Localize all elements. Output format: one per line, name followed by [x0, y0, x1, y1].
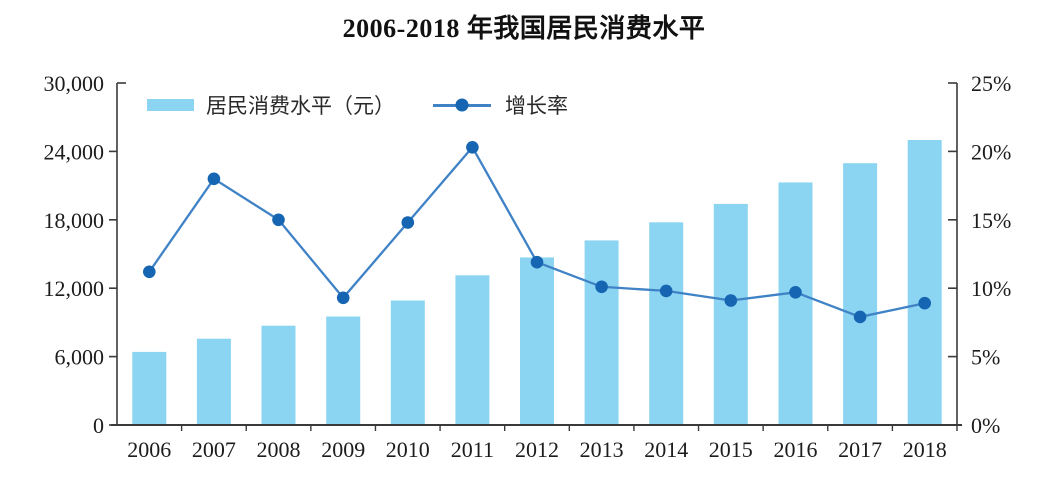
right-axis-tick-label: 10%	[971, 276, 1011, 301]
line-series-marker	[433, 98, 491, 112]
bar-2006	[132, 351, 167, 425]
point-2017	[853, 310, 867, 324]
right-axis-tick-label: 20%	[971, 139, 1011, 164]
line-series-dot-icon	[455, 98, 469, 112]
bar-2013	[584, 240, 619, 425]
point-2018	[918, 296, 931, 310]
point-2012	[530, 255, 544, 269]
x-axis-label: 2013	[580, 437, 624, 462]
x-axis-label: 2009	[321, 437, 365, 462]
right-axis-tick-label: 0%	[971, 413, 1000, 438]
left-axis-tick-label: 30,000	[44, 71, 105, 96]
bar-2014	[649, 222, 684, 425]
left-axis-tick-label: 0	[93, 413, 104, 438]
point-2010	[401, 216, 415, 229]
point-2006	[143, 265, 156, 279]
point-2016	[789, 286, 802, 299]
bar-2011	[455, 275, 490, 425]
x-axis-label: 2016	[774, 437, 818, 462]
bar-2017	[843, 163, 878, 425]
x-axis-label: 2006	[127, 437, 171, 462]
chart-title: 2006-2018 年我国居民消费水平	[342, 14, 706, 43]
right-axis-tick-label: 15%	[971, 208, 1011, 233]
bar-2018	[907, 140, 942, 425]
bar-2015	[713, 203, 748, 425]
x-axis-label: 2018	[903, 437, 947, 462]
left-axis-tick-label: 24,000	[44, 139, 105, 164]
x-axis-label: 2015	[709, 437, 753, 462]
point-2007	[207, 172, 221, 186]
x-axis-label: 2014	[644, 437, 688, 462]
point-2008	[272, 213, 285, 227]
point-2013	[595, 280, 608, 294]
bar-series-swatch	[147, 99, 194, 111]
left-axis-tick-label: 12,000	[44, 276, 105, 301]
x-axis-label: 2007	[192, 437, 236, 462]
left-axis-tick-label: 6,000	[55, 345, 105, 370]
bar-2009	[326, 316, 361, 425]
bar-2008	[261, 325, 296, 425]
x-axis-label: 2011	[451, 437, 494, 462]
point-2011	[466, 141, 479, 154]
x-axis-label: 2008	[257, 437, 301, 462]
legend-item-growth-rate: 增长率	[433, 93, 568, 118]
left-axis-tick-label: 18,000	[44, 208, 105, 233]
legend-label-consumption: 居民消费水平（元）	[206, 94, 395, 118]
bar-2010	[390, 300, 425, 425]
x-axis-label: 2012	[515, 437, 559, 462]
legend-item-consumption: 居民消费水平（元）	[147, 93, 395, 118]
right-axis-tick-label: 25%	[971, 71, 1011, 96]
bar-2007	[196, 338, 231, 425]
legend-label-growth-rate: 增长率	[505, 94, 568, 118]
x-axis-label: 2017	[838, 437, 882, 462]
x-axis-label: 2010	[386, 437, 430, 462]
point-2014	[659, 284, 673, 298]
point-2015	[724, 294, 738, 307]
bar-2012	[520, 257, 554, 425]
right-axis-tick-label: 5%	[971, 345, 1000, 370]
point-2009	[336, 291, 350, 305]
bar-2016	[778, 182, 813, 425]
